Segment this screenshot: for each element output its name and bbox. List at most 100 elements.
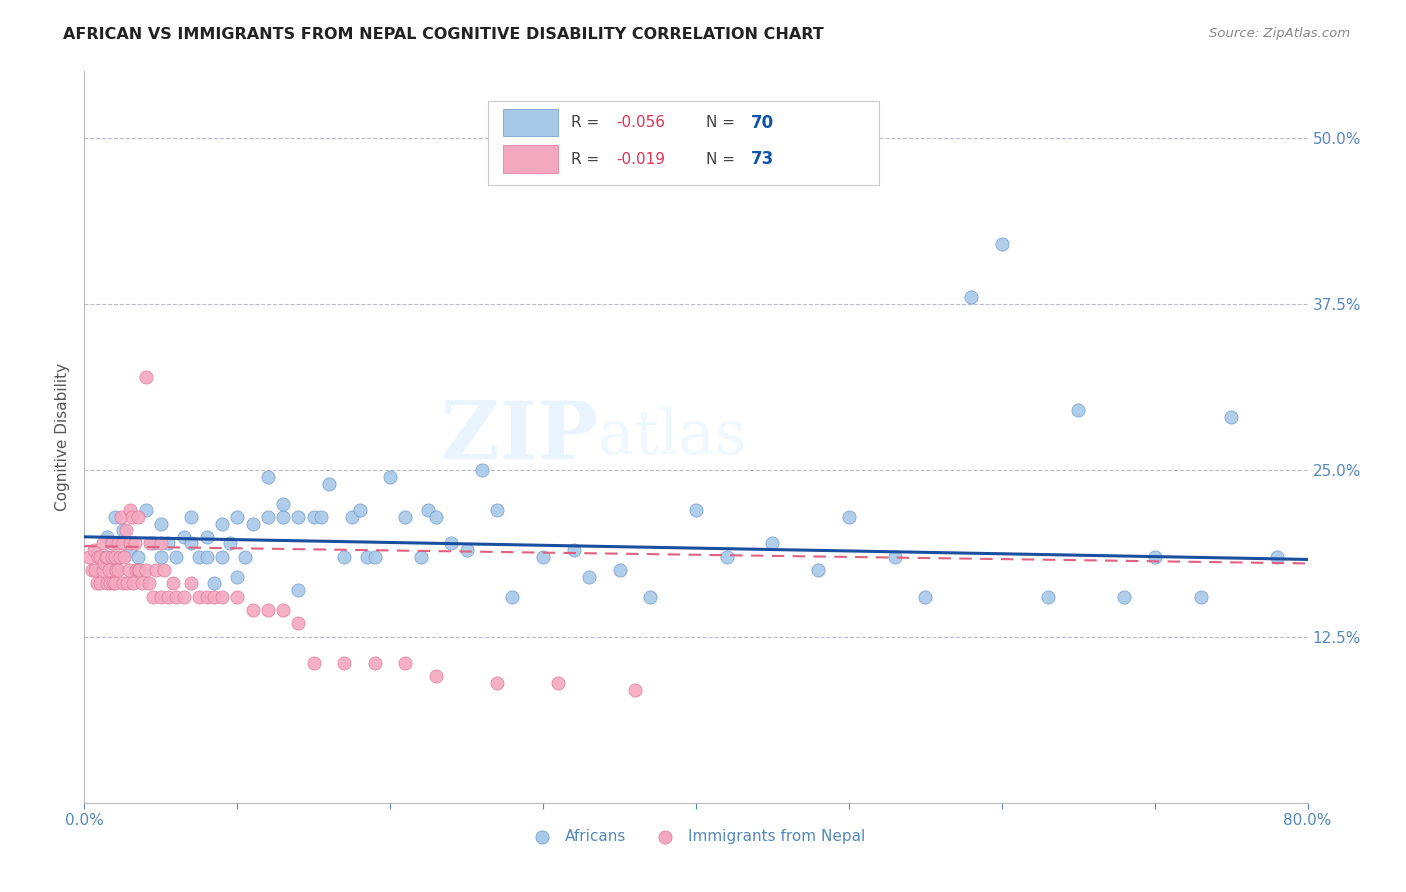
Point bbox=[195, 549, 218, 564]
Point bbox=[84, 563, 107, 577]
Point bbox=[103, 576, 125, 591]
Point bbox=[257, 509, 280, 524]
Point bbox=[1143, 549, 1166, 564]
Text: R =: R = bbox=[571, 115, 605, 130]
Point bbox=[89, 549, 111, 564]
Point bbox=[149, 536, 172, 550]
Point bbox=[624, 682, 647, 697]
Point bbox=[149, 516, 172, 531]
Point bbox=[104, 549, 127, 564]
Point bbox=[218, 536, 240, 550]
Point bbox=[111, 536, 134, 550]
Point bbox=[318, 476, 340, 491]
Point bbox=[1265, 549, 1288, 564]
Point bbox=[471, 463, 494, 477]
Point bbox=[1036, 590, 1059, 604]
Point bbox=[101, 549, 124, 564]
Point bbox=[101, 536, 124, 550]
Point bbox=[108, 549, 131, 564]
Point bbox=[425, 669, 447, 683]
Point bbox=[122, 576, 145, 591]
Point bbox=[96, 530, 118, 544]
Point bbox=[287, 582, 309, 597]
Point bbox=[349, 503, 371, 517]
Point bbox=[145, 563, 167, 577]
Point bbox=[96, 549, 118, 564]
Point bbox=[409, 549, 432, 564]
Point bbox=[120, 536, 142, 550]
Point bbox=[311, 509, 333, 524]
Text: N =: N = bbox=[706, 115, 740, 130]
Point bbox=[180, 536, 202, 550]
Point bbox=[149, 590, 172, 604]
Point bbox=[107, 536, 129, 550]
Point bbox=[115, 576, 138, 591]
Point bbox=[165, 590, 187, 604]
Point bbox=[211, 590, 233, 604]
Point bbox=[104, 576, 127, 591]
Point bbox=[257, 603, 280, 617]
Point bbox=[257, 470, 280, 484]
Y-axis label: Cognitive Disability: Cognitive Disability bbox=[55, 363, 70, 511]
Point bbox=[86, 576, 108, 591]
Point bbox=[83, 543, 105, 558]
Point bbox=[609, 563, 631, 577]
Point bbox=[271, 497, 294, 511]
Point bbox=[139, 536, 162, 550]
Point bbox=[142, 590, 165, 604]
Point bbox=[87, 549, 110, 564]
Text: Source: ZipAtlas.com: Source: ZipAtlas.com bbox=[1209, 27, 1350, 40]
Point bbox=[271, 509, 294, 524]
Point bbox=[333, 656, 356, 670]
Point bbox=[287, 616, 309, 631]
Point bbox=[157, 590, 180, 604]
Point bbox=[761, 536, 783, 550]
Point bbox=[153, 563, 176, 577]
Point bbox=[131, 576, 153, 591]
Point bbox=[124, 536, 146, 550]
Point bbox=[195, 590, 218, 604]
Point bbox=[394, 656, 416, 670]
Point bbox=[394, 509, 416, 524]
Point bbox=[1067, 403, 1090, 417]
Point bbox=[211, 516, 233, 531]
Point bbox=[180, 509, 202, 524]
Point bbox=[80, 563, 103, 577]
Point bbox=[716, 549, 738, 564]
Point bbox=[1189, 590, 1212, 604]
Point bbox=[110, 509, 132, 524]
Text: atlas: atlas bbox=[598, 407, 747, 467]
Point bbox=[96, 576, 118, 591]
Point bbox=[1114, 590, 1136, 604]
FancyBboxPatch shape bbox=[503, 145, 558, 173]
Point bbox=[838, 509, 860, 524]
Text: N =: N = bbox=[706, 152, 740, 167]
Point bbox=[531, 549, 554, 564]
FancyBboxPatch shape bbox=[503, 109, 558, 136]
Point bbox=[233, 549, 256, 564]
Point bbox=[135, 563, 157, 577]
Point bbox=[94, 549, 117, 564]
Point bbox=[302, 509, 325, 524]
Point bbox=[211, 549, 233, 564]
Point bbox=[127, 509, 149, 524]
Point bbox=[173, 590, 195, 604]
Point bbox=[578, 570, 600, 584]
Point bbox=[547, 676, 569, 690]
Point bbox=[242, 516, 264, 531]
Point bbox=[302, 656, 325, 670]
Point bbox=[1220, 410, 1243, 425]
Point bbox=[112, 549, 135, 564]
Text: 73: 73 bbox=[751, 150, 775, 168]
Point bbox=[142, 536, 165, 550]
Point bbox=[135, 370, 157, 384]
Point bbox=[364, 549, 387, 564]
Point bbox=[128, 563, 150, 577]
Point bbox=[287, 509, 309, 524]
Point bbox=[380, 470, 402, 484]
Point bbox=[226, 509, 249, 524]
Point bbox=[486, 676, 509, 690]
Point bbox=[202, 590, 225, 604]
Point bbox=[114, 523, 136, 537]
Point bbox=[638, 590, 661, 604]
